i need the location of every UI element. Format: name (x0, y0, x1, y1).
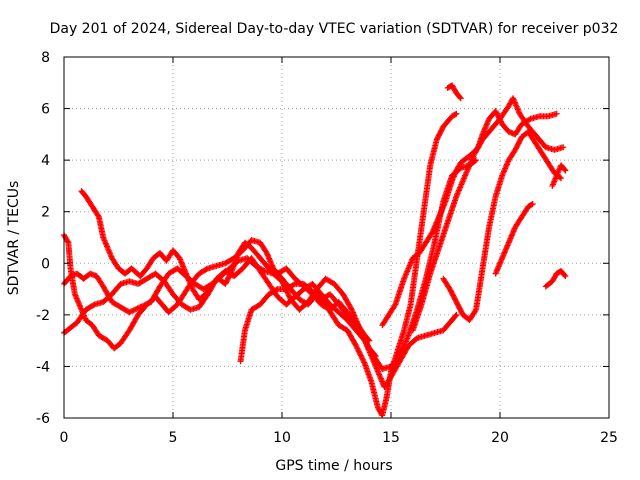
data-point (365, 336, 372, 343)
grid-lines (64, 57, 609, 418)
data-point (348, 305, 355, 312)
data-point (131, 306, 138, 313)
x-tick-label: 20 (491, 430, 509, 446)
data-point (138, 303, 145, 310)
data-point (290, 281, 297, 288)
data-point (361, 359, 368, 366)
data-point (457, 95, 464, 102)
data-point (95, 212, 102, 219)
data-point (528, 201, 535, 208)
data-point (144, 300, 151, 307)
data-point (140, 302, 147, 309)
y-tick-label: 2 (41, 205, 50, 221)
series-arc-10 (492, 200, 536, 277)
data-point (129, 307, 136, 314)
y-tick-label: 6 (41, 102, 50, 118)
x-axis-label: GPS time / hours (275, 458, 392, 474)
data-point (90, 302, 97, 309)
data-point (353, 342, 360, 349)
data-point (391, 302, 398, 309)
data-point (135, 304, 142, 311)
x-tick-label: 15 (382, 430, 400, 446)
data-point (64, 238, 71, 245)
series-arc-12 (549, 162, 569, 189)
series-arc-5 (237, 280, 373, 365)
series-arc-9 (440, 128, 565, 324)
series-arc-4 (78, 188, 379, 360)
data-point (133, 306, 140, 313)
data-point (452, 312, 459, 319)
data-point (228, 269, 235, 276)
x-tick-label: 25 (600, 430, 618, 446)
data-point (279, 279, 286, 286)
series-arc-7 (409, 95, 567, 334)
data-point (526, 116, 533, 123)
data-point (273, 286, 280, 293)
data-point (354, 345, 361, 352)
y-tick-label: -6 (36, 411, 50, 427)
data-point (142, 301, 149, 308)
data-point (453, 110, 460, 117)
series-arc-1 (61, 110, 460, 419)
axis-ticks: 0 5 10 15 20 25 -6 -4 -2 0 2 4 6 8 (36, 50, 618, 446)
y-tick-label: 0 (41, 256, 50, 272)
x-tick-label: 0 (60, 430, 69, 446)
data-point (366, 337, 373, 344)
data-points (61, 82, 569, 419)
data-point (372, 353, 379, 360)
series-arc-8 (444, 82, 464, 102)
series-arc-11 (542, 268, 569, 290)
data-point (359, 355, 366, 362)
data-point (130, 307, 137, 314)
data-point (357, 352, 364, 359)
data-point (285, 292, 292, 299)
plot-frame (63, 56, 610, 419)
data-point (137, 304, 144, 311)
data-point (553, 110, 560, 117)
data-point (371, 352, 378, 359)
data-point (285, 290, 292, 297)
data-point (561, 166, 568, 173)
data-point (561, 272, 568, 279)
data-point (126, 309, 133, 316)
x-tick-label: 10 (273, 430, 291, 446)
y-axis-label: SDTVAR / TECUs (6, 181, 22, 296)
chart-title: Day 201 of 2024, Sidereal Day-to-day VTE… (50, 21, 619, 37)
y-tick-label: 8 (41, 50, 50, 66)
data-point (127, 308, 134, 315)
data-point (472, 307, 479, 314)
data-point (353, 344, 360, 351)
x-tick-label: 5 (169, 430, 178, 446)
data-point (562, 167, 569, 174)
data-point (141, 302, 148, 309)
data-point (558, 175, 565, 182)
data-point (359, 356, 366, 363)
y-tick-label: -2 (36, 308, 50, 324)
data-point (134, 305, 141, 312)
data-point (360, 358, 367, 365)
data-point (145, 300, 152, 307)
data-point (473, 157, 480, 164)
data-point (562, 273, 569, 280)
data-point (356, 349, 363, 356)
data-point (286, 293, 293, 300)
data-point (456, 94, 463, 101)
data-point (529, 200, 536, 207)
data-point (358, 353, 365, 360)
data-point (357, 351, 364, 358)
data-point (352, 341, 359, 348)
y-tick-label: -4 (36, 359, 50, 375)
data-point (452, 111, 459, 118)
data-point (279, 278, 285, 285)
y-tick-label: 4 (41, 153, 50, 169)
data-point (560, 144, 567, 151)
data-point (203, 266, 210, 273)
data-point (453, 311, 460, 318)
data-point (355, 346, 362, 353)
data-point (355, 348, 362, 355)
